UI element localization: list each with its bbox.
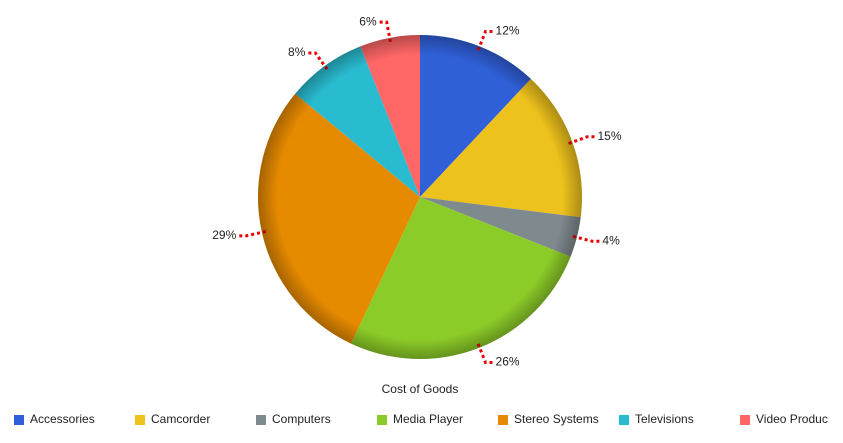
data-label: 6% (359, 14, 377, 28)
legend-label: Stereo Systems (514, 412, 599, 426)
legend-swatch (377, 415, 387, 425)
data-label: 12% (496, 24, 520, 38)
data-label: 15% (597, 129, 621, 143)
legend-swatch (135, 415, 145, 425)
legend-label: Accessories (30, 412, 95, 426)
data-label: 8% (288, 45, 306, 59)
data-label: 29% (212, 228, 236, 242)
legend-swatch (740, 415, 750, 425)
legend-swatch (256, 415, 266, 425)
leader-line (238, 230, 267, 238)
legend-label: Media Player (393, 412, 463, 426)
data-label: 4% (602, 233, 620, 247)
legend-label: Computers (272, 412, 331, 426)
legend-swatch (619, 415, 629, 425)
data-label: 26% (496, 355, 520, 369)
legend-label: Camcorder (151, 412, 210, 426)
legend-swatch (498, 415, 508, 425)
legend-label: Video Produc (756, 412, 828, 426)
legend-label: Televisions (635, 412, 694, 426)
leader-line (572, 234, 601, 243)
chart-title: Cost of Goods (382, 382, 459, 396)
leader-line (568, 135, 596, 145)
legend-swatch (14, 415, 24, 425)
